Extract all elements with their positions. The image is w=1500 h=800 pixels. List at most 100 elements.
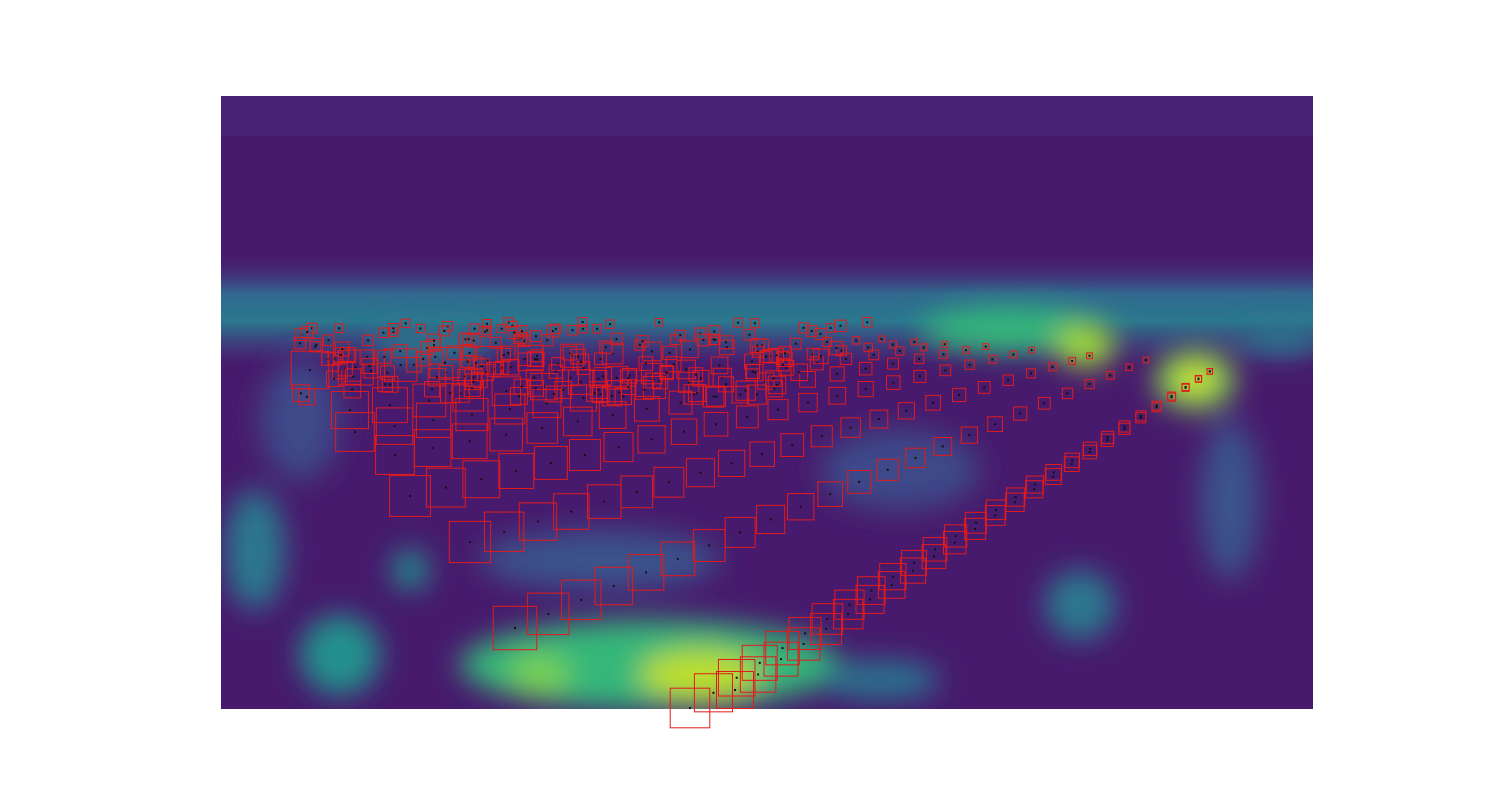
box [1086, 352, 1093, 360]
box [840, 417, 861, 438]
box-center [772, 377, 775, 380]
box-center [571, 329, 574, 332]
box-center [327, 339, 330, 342]
box-center [597, 389, 600, 392]
box [749, 338, 765, 353]
box [500, 345, 516, 361]
box [473, 358, 490, 375]
box-center [769, 355, 772, 358]
box [513, 378, 530, 395]
box [1037, 396, 1051, 410]
box-center [503, 530, 506, 533]
box [885, 375, 901, 390]
box [1044, 468, 1062, 486]
box-center [368, 364, 371, 367]
box-center [546, 339, 549, 342]
box-center [1139, 416, 1142, 419]
box [530, 372, 558, 401]
box [1142, 356, 1150, 364]
box-center [351, 388, 354, 391]
box-center [305, 395, 308, 398]
box-center [628, 374, 631, 377]
box-center [644, 362, 647, 365]
box-center [533, 376, 536, 379]
box-center [934, 548, 937, 551]
box-center [1070, 463, 1073, 466]
box-center [864, 388, 867, 391]
box [1118, 422, 1131, 435]
box [378, 327, 389, 339]
box-center [914, 456, 917, 459]
box [717, 449, 746, 477]
box [375, 435, 415, 475]
box-center [554, 370, 557, 373]
box-center [953, 541, 956, 544]
box-center [480, 365, 483, 368]
box [960, 426, 978, 444]
box [586, 384, 604, 402]
box-center [382, 331, 385, 334]
box-center [523, 339, 526, 342]
box [1166, 392, 1177, 402]
box [869, 409, 889, 429]
box [412, 383, 447, 418]
box-center [601, 375, 604, 378]
box [1025, 475, 1044, 494]
box [805, 325, 818, 337]
box-center [534, 387, 537, 390]
box [941, 340, 949, 348]
box [423, 381, 441, 398]
box [554, 381, 573, 399]
box [763, 641, 799, 677]
box [901, 549, 928, 576]
box-center [507, 352, 510, 355]
box-center [734, 689, 736, 691]
box [298, 388, 316, 406]
box-center [314, 345, 317, 348]
box-center [679, 334, 682, 337]
box [939, 364, 952, 377]
box [858, 361, 873, 376]
box [706, 386, 727, 407]
box-center [835, 347, 838, 350]
box [494, 360, 509, 375]
box [517, 334, 531, 347]
box [309, 341, 321, 353]
box [440, 383, 461, 404]
box [832, 598, 864, 630]
box-center [1033, 483, 1036, 486]
box [913, 353, 925, 365]
box-center [367, 339, 370, 342]
box-center [622, 395, 625, 398]
box-center [399, 350, 402, 353]
box [427, 368, 447, 387]
box [592, 323, 603, 334]
box [745, 364, 761, 379]
box-center [443, 361, 446, 364]
box-center [819, 355, 822, 358]
box-center [473, 327, 476, 330]
box-center [431, 388, 434, 391]
box-center [419, 327, 422, 330]
box-center [483, 330, 486, 333]
box-center [1033, 488, 1036, 491]
detection-boxes [290, 317, 1214, 729]
box [525, 369, 543, 387]
box [344, 368, 362, 385]
box [502, 358, 520, 376]
box-center [891, 575, 894, 578]
box-center [782, 363, 785, 366]
box-center [891, 343, 894, 346]
box-center [352, 375, 355, 378]
box-center [514, 627, 516, 629]
box [1025, 368, 1037, 379]
box-center [721, 376, 724, 379]
box-center [1144, 359, 1147, 362]
box [1135, 412, 1147, 424]
box-center [449, 392, 452, 395]
box-center [1088, 383, 1091, 386]
box [899, 557, 927, 584]
box [665, 356, 682, 373]
box-center [557, 363, 560, 366]
